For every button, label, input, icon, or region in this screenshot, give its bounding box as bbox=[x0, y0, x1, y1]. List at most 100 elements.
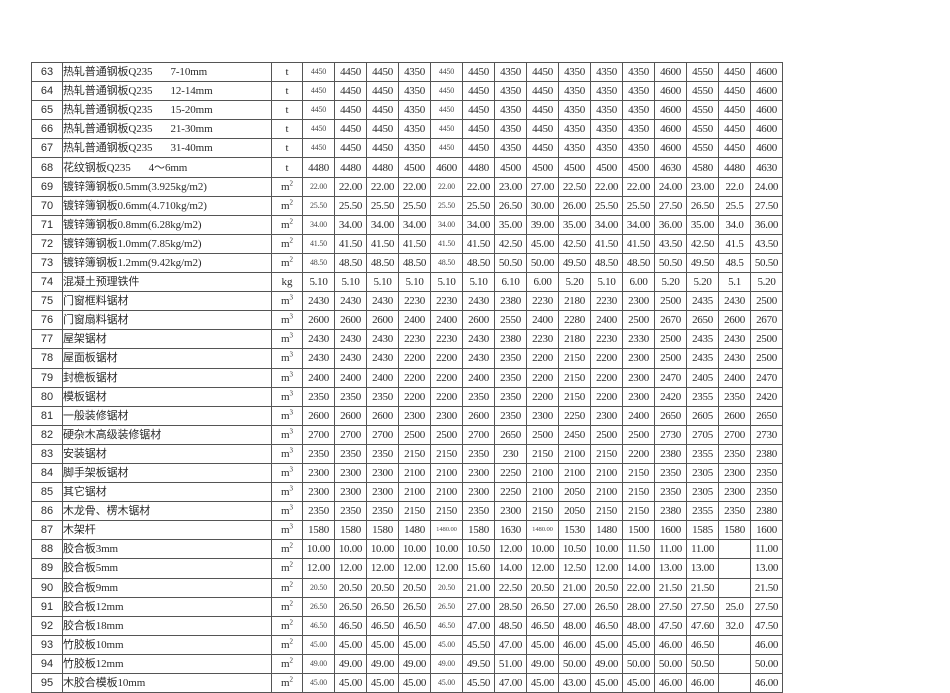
table-row: 68 花纹钢板Q235 4～6mm t 4480 4480 4480 4500 4600 4480… bbox=[31, 157, 783, 178]
price-cell: 12.00 bbox=[302, 558, 335, 579]
price-cell: 1500 bbox=[622, 520, 655, 541]
price-cell: 4350 bbox=[622, 61, 655, 83]
price-cell: 2600 bbox=[462, 310, 495, 331]
price-cell: 4350 bbox=[622, 81, 655, 102]
price-cell: 2305 bbox=[686, 462, 719, 484]
price-cell: 4630 bbox=[750, 157, 783, 178]
price-cell: 2150 bbox=[526, 443, 559, 464]
price-cell: 4350 bbox=[494, 138, 527, 159]
unit-cell: m3 bbox=[271, 386, 303, 407]
price-cell: 47.00 bbox=[494, 634, 527, 655]
price-cell: 2700 bbox=[718, 424, 751, 445]
price-cell: 2500 bbox=[654, 291, 687, 312]
price-cell: 48.00 bbox=[622, 615, 655, 636]
price-cell: 2400 bbox=[430, 310, 463, 331]
material-name: 安装锯材 bbox=[62, 443, 272, 464]
price-cell: 4450 bbox=[302, 100, 335, 121]
price-cell: 27.00 bbox=[462, 596, 495, 617]
price-cell: 41.50 bbox=[430, 233, 463, 254]
material-name: 屋面板锯材 bbox=[62, 348, 272, 369]
table-row: 92 胶合板18mm m2 46.50 46.50 46.50 46.50 46.50 47.0… bbox=[31, 615, 783, 636]
price-cell: 2400 bbox=[526, 310, 559, 331]
unit-cell: t bbox=[271, 138, 303, 159]
price-cell: 4480 bbox=[334, 157, 367, 178]
price-cell: 4450 bbox=[526, 138, 559, 159]
table-row: 79 封檐板锯材 m3 2400 2400 2400 2200 2200 2400 2350 220… bbox=[31, 367, 783, 388]
price-cell: 4450 bbox=[334, 81, 367, 102]
price-cell: 2100 bbox=[590, 462, 623, 484]
price-cell: 36.00 bbox=[750, 214, 783, 235]
row-number: 71 bbox=[31, 214, 63, 235]
price-cell: 2500 bbox=[398, 424, 431, 445]
row-number: 83 bbox=[31, 443, 63, 464]
price-cell: 2500 bbox=[430, 424, 463, 445]
price-cell: 21.00 bbox=[558, 577, 591, 598]
material-spec: 21-30mm bbox=[170, 123, 213, 136]
price-cell: 2150 bbox=[590, 443, 623, 464]
price-cell: 4450 bbox=[334, 61, 367, 83]
table-row: 75 门窗框料锯材 m3 2430 2430 2430 2230 2230 2430 2380 22… bbox=[31, 291, 783, 312]
price-cell: 2300 bbox=[462, 482, 495, 503]
price-cell: 26.00 bbox=[558, 195, 591, 216]
material-name: 脚手架板锯材 bbox=[62, 462, 272, 484]
price-cell: 2600 bbox=[718, 405, 751, 426]
price-cell: 46.50 bbox=[334, 615, 367, 636]
price-cell: 4450 bbox=[462, 100, 495, 121]
price-cell: 26.50 bbox=[430, 596, 463, 617]
price-cell: 2350 bbox=[494, 405, 527, 426]
price-cell: 2500 bbox=[654, 348, 687, 369]
price-cell: 4500 bbox=[622, 157, 655, 178]
price-cell: 2350 bbox=[462, 443, 495, 464]
table-row: 74 混凝土预理铁件 kg 5.10 5.10 5.10 5.10 5.10 5.10 6.10 6… bbox=[31, 272, 783, 293]
unit-cell: m3 bbox=[271, 424, 303, 445]
price-cell: 2200 bbox=[590, 348, 623, 369]
price-cell: 2050 bbox=[558, 482, 591, 503]
price-cell: 50.00 bbox=[558, 653, 591, 675]
price-cell: 2230 bbox=[398, 329, 431, 350]
unit-cell: m2 bbox=[271, 634, 303, 655]
price-cell: 21.50 bbox=[654, 577, 687, 598]
table-row: 73 镀锌簿钢板1.2mm(9.42kg/m2) m2 48.50 48.50 48.50… bbox=[31, 252, 783, 274]
price-cell: 22.00 bbox=[462, 176, 495, 197]
row-number: 64 bbox=[31, 81, 63, 102]
unit-cell: m2 bbox=[271, 596, 303, 617]
table-row: 70 镀锌簿钢板0.6mm(4.710kg/m2) m2 25.50 25.50 25.5… bbox=[31, 195, 783, 216]
price-cell: 4350 bbox=[398, 61, 431, 83]
price-cell: 48.50 bbox=[622, 252, 655, 274]
unit-cell: m2 bbox=[271, 653, 303, 675]
price-cell: 5.1 bbox=[718, 272, 751, 293]
price-cell: 4350 bbox=[494, 100, 527, 121]
price-cell: 4350 bbox=[398, 119, 431, 140]
price-cell: 2230 bbox=[590, 329, 623, 350]
price-cell: 46.00 bbox=[750, 634, 783, 655]
price-cell: 28.50 bbox=[494, 596, 527, 617]
price-cell: 2300 bbox=[622, 386, 655, 407]
material-name: 其它锯材 bbox=[62, 482, 272, 503]
unit-cell: m3 bbox=[271, 462, 303, 484]
price-cell: 21.50 bbox=[750, 577, 783, 598]
price-cell: 2500 bbox=[750, 329, 783, 350]
price-cell: 11.00 bbox=[686, 539, 719, 560]
price-cell: 2150 bbox=[622, 501, 655, 522]
unit-cell: m2 bbox=[271, 539, 303, 560]
price-cell: 28.00 bbox=[622, 596, 655, 617]
unit-cell: t bbox=[271, 157, 303, 178]
price-cell: 2300 bbox=[430, 405, 463, 426]
price-cell: 27.50 bbox=[750, 195, 783, 216]
price-cell: 2150 bbox=[398, 501, 431, 522]
unit-cell: m3 bbox=[271, 443, 303, 464]
price-cell: 2500 bbox=[622, 310, 655, 331]
price-cell: 4350 bbox=[590, 138, 623, 159]
table-row: 94 竹胶板12mm m2 49.00 49.00 49.00 49.00 49.00 49.5… bbox=[31, 653, 783, 675]
price-cell: 10.00 bbox=[430, 539, 463, 560]
price-cell: 2350 bbox=[302, 386, 335, 407]
price-cell: 2400 bbox=[302, 367, 335, 388]
unit-cell: m3 bbox=[271, 310, 303, 331]
price-cell: 2650 bbox=[494, 424, 527, 445]
price-cell: 26.50 bbox=[398, 596, 431, 617]
material-name: 一般装修锯材 bbox=[62, 405, 272, 426]
price-cell bbox=[718, 672, 751, 693]
price-cell: 13.00 bbox=[654, 558, 687, 579]
row-number: 66 bbox=[31, 119, 63, 140]
price-cell: 49.00 bbox=[590, 653, 623, 675]
